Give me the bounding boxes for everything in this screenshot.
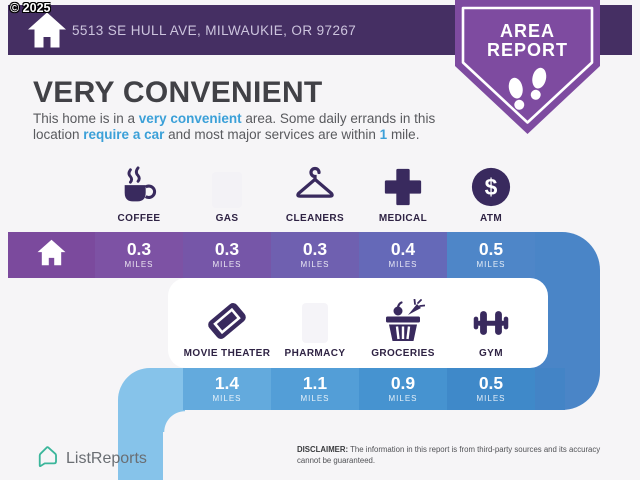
category-coffee: COFFEE <box>79 164 199 224</box>
distance-unit: MILES <box>388 260 418 270</box>
distance-unit: MILES <box>212 394 242 404</box>
highlight-one-mile: 1 <box>379 127 388 142</box>
home-icon <box>27 11 67 54</box>
category-pharmacy: PHARMACY <box>255 299 375 359</box>
highlight-very-convenient: very convenient <box>138 111 242 126</box>
category-groceries: GROCERIES <box>343 299 463 359</box>
category-gym: GYM <box>431 299 551 359</box>
distance-cell: 0.5 MILES <box>447 368 535 410</box>
distance-bar-row1: 0.3 MILES 0.3 MILES 0.3 MILES 0.4 MILES … <box>8 232 560 278</box>
category-label: GYM <box>479 348 503 359</box>
road-corner-fillet <box>163 410 185 432</box>
footprints-icon <box>508 67 547 110</box>
road-tail <box>535 368 565 410</box>
distance-cell: 1.4 MILES <box>183 368 271 410</box>
category-label: MOVIE THEATER <box>183 348 271 359</box>
distance-value: 0.4 <box>390 238 416 259</box>
summary-line-1: This home is in a very convenient area. … <box>33 111 436 126</box>
distance-value: 1.1 <box>302 372 328 393</box>
distance-value: 1.4 <box>214 372 240 393</box>
property-address: 5513 SE HULL AVE, MILWAUKIE, OR 97267 <box>72 22 357 38</box>
category-label: GAS <box>215 213 239 224</box>
highlight-require-a-car: require a car <box>83 127 165 142</box>
distance-unit: MILES <box>476 260 506 270</box>
badge-line2: REPORT <box>487 40 568 60</box>
distance-value: 0.5 <box>478 372 504 393</box>
pharmacy-icon-missing <box>255 299 375 343</box>
brand-name: ListReports <box>66 450 147 467</box>
distance-unit: MILES <box>476 394 506 404</box>
distance-unit: MILES <box>388 394 418 404</box>
category-medical: MEDICAL <box>343 164 463 224</box>
distance-cell: 0.3 MILES <box>271 232 359 278</box>
category-label: COFFEE <box>117 213 161 224</box>
listreports-logo-icon <box>36 445 59 473</box>
distance-unit: MILES <box>124 260 154 270</box>
summary-paragraph: This home is in a very convenient area. … <box>33 111 483 143</box>
category-label: MEDICAL <box>378 213 428 224</box>
distance-value: 0.3 <box>126 238 152 259</box>
grocery-basket-icon <box>343 299 463 343</box>
ticket-icon <box>167 299 287 343</box>
distance-value: 0.3 <box>302 238 328 259</box>
distance-unit: MILES <box>300 260 330 270</box>
listreports-brand: ListReports <box>36 445 147 473</box>
dumbbell-icon <box>431 299 551 343</box>
coffee-icon <box>79 164 199 208</box>
distance-bar-row2: 1.4 MILES 1.1 MILES 0.9 MILES 0.5 MILES <box>150 368 565 410</box>
disclaimer-text: DISCLAIMER: The information in this repo… <box>297 445 601 465</box>
copyright-text: © 2025 <box>10 1 51 15</box>
badge-line1: AREA <box>500 21 555 41</box>
road-pad <box>150 368 183 410</box>
distance-value: 0.9 <box>390 372 416 393</box>
svg-text:$: $ <box>485 174 498 200</box>
category-label: CLEANERS <box>285 213 345 224</box>
disclaimer-label: DISCLAIMER: <box>297 445 349 454</box>
distance-cell: 1.1 MILES <box>271 368 359 410</box>
distance-cell: 0.4 MILES <box>359 232 447 278</box>
area-report-badge: AREA REPORT <box>455 0 600 136</box>
distance-value: 0.3 <box>214 238 240 259</box>
hanger-icon <box>255 164 375 208</box>
category-gas: GAS <box>167 164 287 224</box>
distance-cell: 0.3 MILES <box>95 232 183 278</box>
distance-cell: 0.3 MILES <box>183 232 271 278</box>
category-atm: $ ATM <box>431 164 551 224</box>
category-label: GROCERIES <box>371 348 435 359</box>
home-cell <box>8 232 95 278</box>
category-cleaners: CLEANERS <box>255 164 375 224</box>
medical-cross-icon <box>343 164 463 208</box>
road-tail <box>535 232 560 278</box>
distance-unit: MILES <box>212 260 242 270</box>
category-label: ATM <box>479 213 503 224</box>
category-movie-theater: MOVIE THEATER <box>167 299 287 359</box>
distance-value: 0.5 <box>478 238 504 259</box>
page-title: VERY CONVENIENT <box>33 76 323 109</box>
distance-cell: 0.5 MILES <box>447 232 535 278</box>
category-label: PHARMACY <box>284 348 346 359</box>
summary-line-2: location require a car and most major se… <box>33 127 420 142</box>
distance-unit: MILES <box>300 394 330 404</box>
home-icon <box>36 238 67 272</box>
gas-icon-missing <box>167 164 287 208</box>
dollar-icon: $ <box>431 164 551 208</box>
distance-cell: 0.9 MILES <box>359 368 447 410</box>
